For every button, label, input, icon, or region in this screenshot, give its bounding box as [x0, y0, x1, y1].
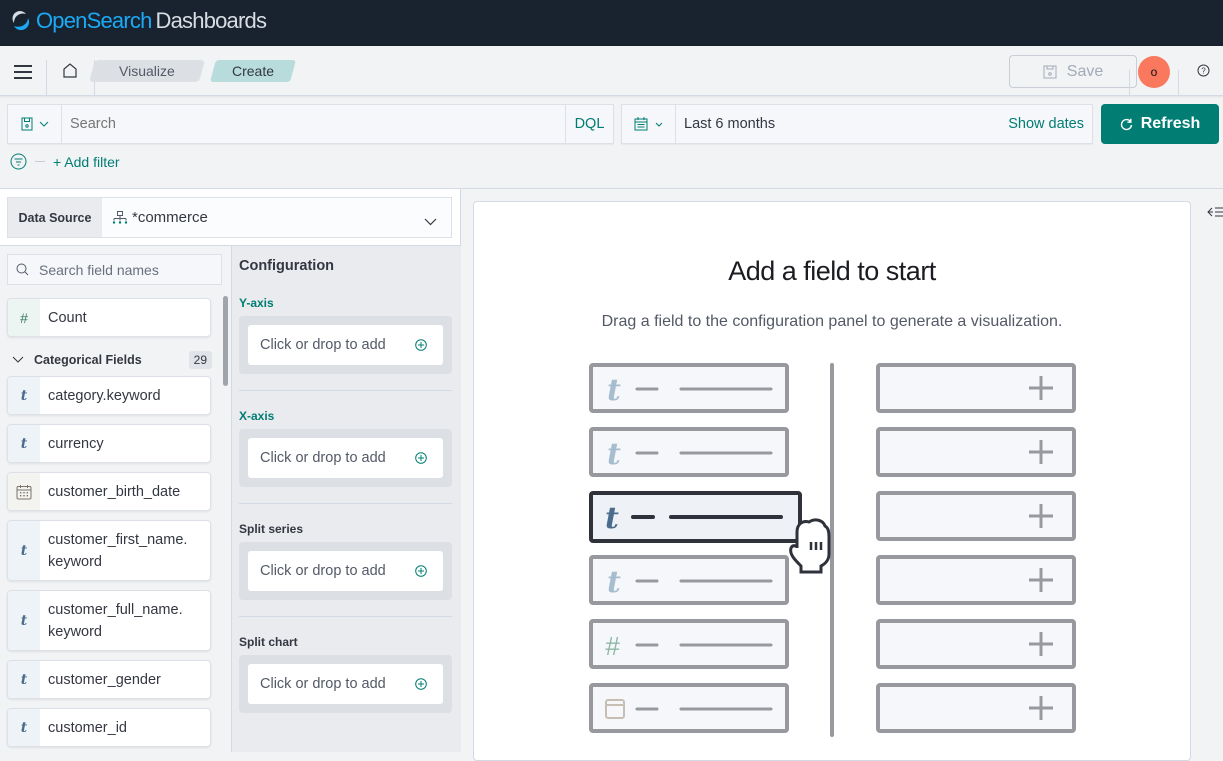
user-avatar[interactable]: o — [1138, 56, 1170, 88]
add-field-button[interactable]: Click or drop to add — [248, 551, 443, 591]
calendar-icon — [8, 473, 40, 510]
svg-text:t: t — [605, 501, 619, 536]
field-item[interactable]: t customer_full_name. keyword — [7, 590, 211, 651]
top-header: OpenSearch Dashboards — [0, 0, 1223, 46]
save-button[interactable]: Save — [1009, 55, 1137, 88]
opensearch-logo-icon — [12, 11, 30, 31]
string-field-icon: t — [8, 591, 40, 650]
query-language-button[interactable]: DQL — [565, 105, 613, 143]
illustration-drop-box — [876, 491, 1076, 541]
field-name: customer_birth_date — [48, 483, 181, 500]
illustration-drop-box — [876, 363, 1076, 413]
field-item[interactable]: t category.keyword — [7, 376, 211, 415]
chevron-down-icon — [655, 122, 663, 127]
refresh-icon — [1120, 118, 1132, 130]
chevron-down-icon[interactable] — [424, 213, 437, 229]
data-source-selector[interactable]: Data Source *commerce — [7, 197, 452, 238]
number-field-icon: # — [8, 299, 40, 336]
refresh-button[interactable]: Refresh — [1101, 104, 1219, 144]
index-pattern-icon — [112, 210, 128, 224]
field-name: currency — [48, 435, 104, 452]
field-name: customer_first_name. keyword — [48, 531, 188, 570]
data-source-label: Data Source — [8, 198, 102, 237]
field-item[interactable]: t customer_first_name. keyword — [7, 520, 211, 581]
calendar-icon — [634, 117, 648, 131]
data-source-value: *commerce — [132, 209, 208, 226]
config-section-label: X-axis — [239, 409, 275, 423]
filter-icon[interactable] — [10, 153, 27, 170]
illustration-drop-box — [876, 683, 1076, 733]
svg-text:?: ? — [1201, 67, 1206, 76]
illustration-drop-box — [876, 427, 1076, 477]
plus-circle-icon — [415, 452, 427, 464]
date-range-display[interactable]: Last 6 months — [684, 116, 776, 132]
search-icon — [16, 263, 29, 276]
field-item[interactable]: t customer_gender — [7, 660, 211, 699]
field-name: customer_full_name. keyword — [48, 601, 183, 640]
add-field-button[interactable]: Click or drop to add — [248, 438, 443, 478]
config-section-label: Split series — [239, 522, 304, 536]
help-icon[interactable]: ? — [1197, 64, 1210, 80]
empty-state-subtitle: Drag a field to the configuration panel … — [601, 313, 1063, 330]
field-list-scrollbar[interactable] — [223, 296, 228, 386]
breadcrumb-visualize[interactable]: Visualize — [89, 60, 205, 82]
collapse-panel-icon[interactable] — [1207, 205, 1223, 221]
saved-queries-button[interactable] — [8, 105, 62, 143]
search-input[interactable] — [62, 105, 565, 143]
save-icon — [1043, 65, 1057, 78]
svg-text:t: t — [607, 437, 621, 472]
categorical-fields-toggle[interactable]: Categorical Fields 29 — [12, 351, 212, 369]
query-bar: DQL — [7, 104, 614, 144]
svg-text:t: t — [607, 565, 621, 600]
string-field-icon: t — [8, 521, 40, 580]
add-field-button[interactable]: Click or drop to add — [248, 325, 443, 365]
empty-state-title: Add a field to start — [728, 256, 936, 286]
string-field-icon: t — [8, 661, 40, 698]
string-field-icon: t — [8, 709, 40, 746]
field-item[interactable]: t currency — [7, 424, 211, 463]
add-field-button[interactable]: Click or drop to add — [248, 664, 443, 704]
quick-date-menu-button[interactable] — [622, 105, 676, 143]
field-count-badge: 29 — [188, 351, 212, 369]
field-name: customer_id — [48, 719, 127, 736]
field-name: category.keyword — [48, 387, 161, 404]
configuration-title: Configuration — [239, 258, 335, 274]
illustration-drop-box — [876, 555, 1076, 605]
field-search-input[interactable]: Search field names — [7, 254, 222, 285]
filter-bar: + Add filter — [10, 153, 120, 170]
breadcrumb-create: Create — [210, 60, 296, 82]
svg-text:#: # — [605, 631, 620, 661]
field-item[interactable]: customer_birth_date — [7, 472, 211, 511]
add-filter-button[interactable]: + Add filter — [53, 153, 120, 170]
show-dates-link[interactable]: Show dates — [1008, 116, 1084, 132]
illustration-drop-box — [876, 619, 1076, 669]
chevron-down-icon — [39, 121, 48, 127]
opensearch-logo[interactable]: OpenSearch Dashboards — [10, 8, 267, 34]
config-section-label: Y-axis — [239, 296, 274, 310]
string-field-icon: t — [8, 377, 40, 414]
home-icon[interactable] — [62, 62, 78, 81]
config-section-label: Split chart — [239, 635, 298, 649]
menu-icon[interactable] — [14, 65, 32, 82]
save-icon — [21, 117, 32, 131]
plus-circle-icon — [415, 678, 427, 690]
plus-circle-icon — [415, 565, 427, 577]
field-item[interactable]: t customer_id — [7, 708, 211, 747]
field-name: customer_gender — [48, 671, 161, 688]
plus-circle-icon — [415, 339, 427, 351]
date-picker: Last 6 months Show dates — [621, 104, 1093, 144]
field-item-count[interactable]: # Count — [7, 298, 211, 337]
svg-text:t: t — [607, 373, 621, 408]
chevron-down-icon — [12, 356, 24, 363]
grab-hand-icon — [789, 518, 831, 574]
string-field-icon: t — [8, 425, 40, 462]
